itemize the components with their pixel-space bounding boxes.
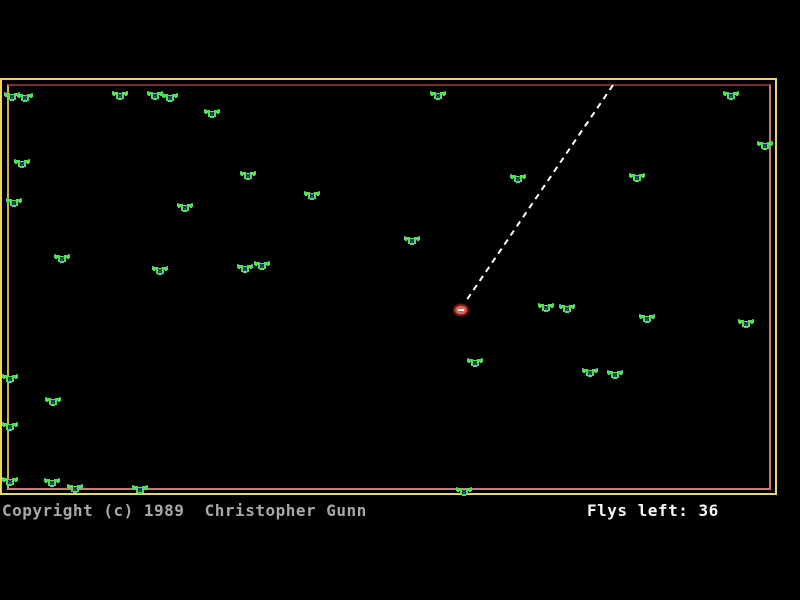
fly-sprite[interactable] <box>757 135 773 150</box>
fly-sprite[interactable] <box>54 248 70 263</box>
status-bar: Copyright (c) 1989 Christopher Gunn Flys… <box>0 501 800 521</box>
fly-sprite[interactable] <box>723 85 739 100</box>
fly-sprite[interactable] <box>67 478 83 493</box>
playfield[interactable] <box>0 78 800 496</box>
fly-sprite[interactable] <box>559 298 575 313</box>
fly-sprite[interactable] <box>456 481 472 496</box>
fly-sprite[interactable] <box>44 472 60 487</box>
fly-sprite[interactable] <box>582 362 598 377</box>
fly-sprite[interactable] <box>404 230 420 245</box>
fly-sprite[interactable] <box>112 85 128 100</box>
fly-sprite[interactable] <box>237 258 253 273</box>
fly-sprite[interactable] <box>45 391 61 406</box>
fly-sprite[interactable] <box>17 87 33 102</box>
fly-sprite[interactable] <box>2 471 18 486</box>
fly-sprite[interactable] <box>6 192 22 207</box>
playfield-border-outer <box>0 78 777 495</box>
fly-sprite[interactable] <box>629 167 645 182</box>
fly-sprite[interactable] <box>738 313 754 328</box>
flys-left-counter: Flys left: 36 <box>587 501 719 520</box>
fly-sprite[interactable] <box>304 185 320 200</box>
fly-sprite[interactable] <box>14 153 30 168</box>
fly-sprite[interactable] <box>162 87 178 102</box>
copyright-text: Copyright (c) 1989 Christopher Gunn <box>2 501 367 520</box>
playfield-border-inner <box>7 84 771 490</box>
fly-sprite[interactable] <box>204 103 220 118</box>
fly-sprite[interactable] <box>467 352 483 367</box>
fly-sprite[interactable] <box>538 297 554 312</box>
fly-sprite[interactable] <box>240 165 256 180</box>
fly-sprite[interactable] <box>177 197 193 212</box>
fly-sprite[interactable] <box>254 255 270 270</box>
fly-sprite[interactable] <box>2 368 18 383</box>
fly-sprite[interactable] <box>2 416 18 431</box>
fly-sprite[interactable] <box>152 260 168 275</box>
fly-sprite[interactable] <box>510 168 526 183</box>
fly-sprite[interactable] <box>132 479 148 494</box>
fly-sprite[interactable] <box>430 85 446 100</box>
frog-sprite <box>452 302 470 317</box>
fly-sprite[interactable] <box>639 308 655 323</box>
fly-sprite[interactable] <box>607 364 623 379</box>
fly-sprite[interactable] <box>147 85 163 100</box>
